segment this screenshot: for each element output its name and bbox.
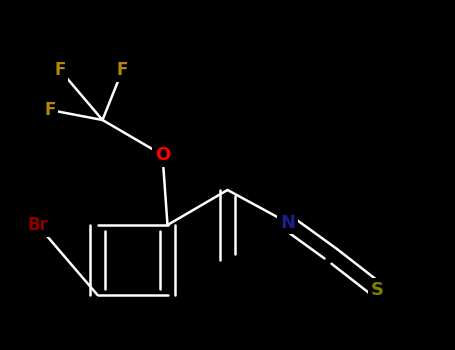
Text: S: S xyxy=(371,281,384,299)
Text: N: N xyxy=(280,214,295,231)
Text: Br: Br xyxy=(27,216,48,234)
Text: F: F xyxy=(44,101,56,119)
Text: O: O xyxy=(155,146,170,164)
Text: F: F xyxy=(54,61,66,79)
Text: F: F xyxy=(117,61,128,79)
